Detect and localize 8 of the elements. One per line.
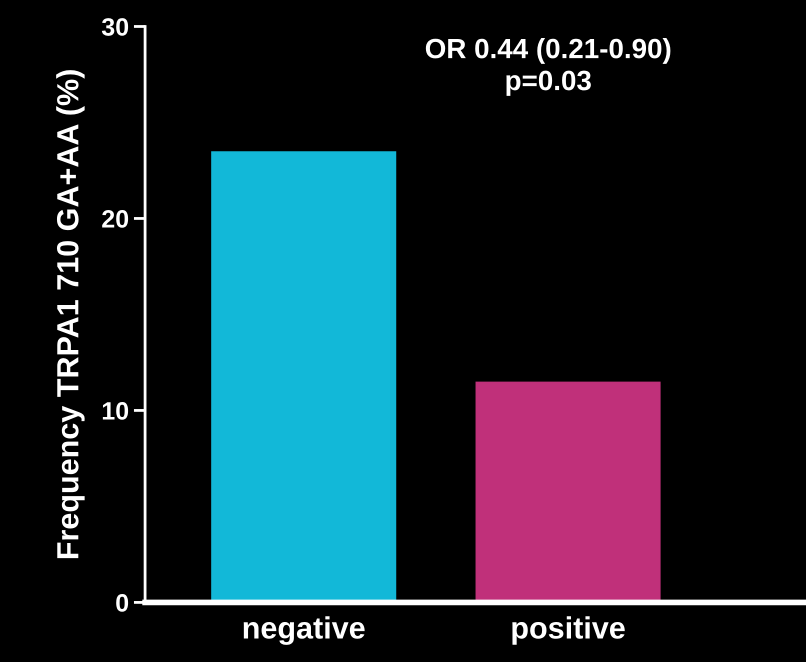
text: OR 0.44 (0.21-0.90) p=0.03 [426, 38, 670, 96]
x-tick-label: positive [512, 616, 625, 645]
y-tick-label: 0 [116, 594, 128, 612]
y-tick-label: 10 [102, 402, 128, 420]
y-tick-label: 20 [102, 210, 128, 228]
y-tick-label: 30 [102, 18, 128, 36]
x-tick-label: negative [244, 616, 365, 645]
y-axis-title: Frequency TRPA1 710 GA+AA (%) [56, 70, 85, 558]
